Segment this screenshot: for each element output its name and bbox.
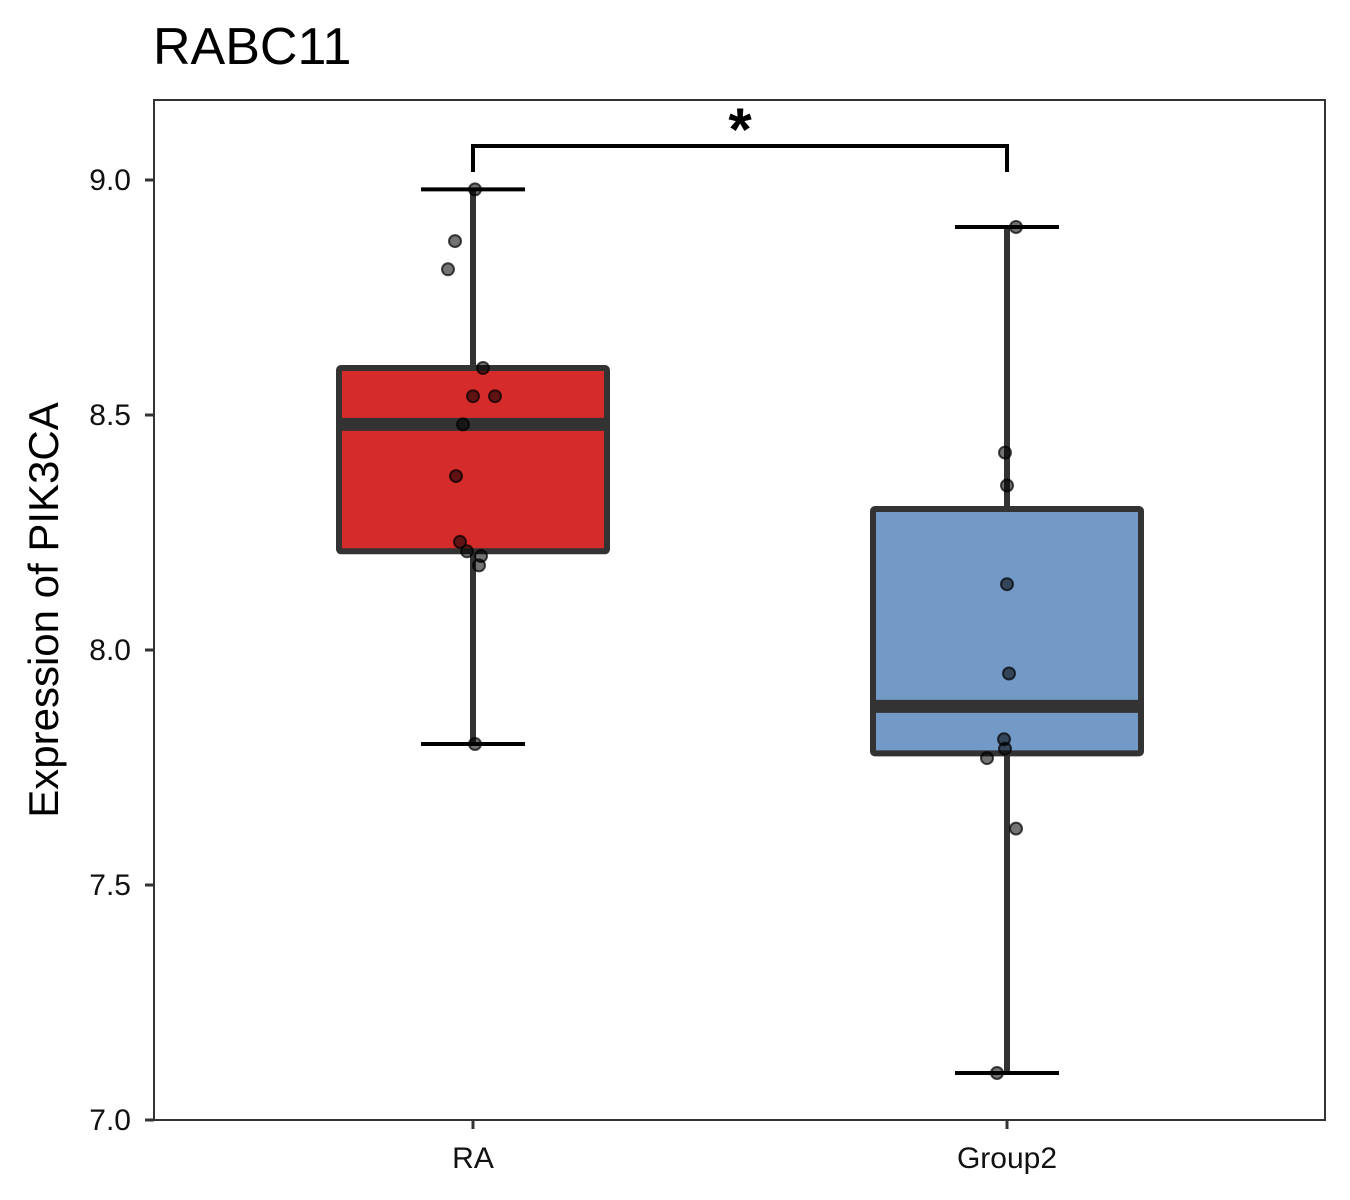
data-point [1002,666,1016,681]
significance-label: * [728,96,752,163]
data-point [998,445,1012,460]
data-point [456,417,470,432]
data-point [468,182,482,197]
y-tick-label: 8.5 [89,399,131,432]
y-tick-label: 7.0 [89,1104,131,1137]
data-point [460,544,474,559]
data-point [488,389,502,404]
y-axis: 7.0 7.5 8.0 8.5 9.0 [89,164,154,1137]
data-point [441,262,455,277]
data-point [468,737,482,751]
y-tick-label: 7.5 [89,869,131,902]
box-group2 [870,225,1144,1075]
plot-panel [153,99,1326,1121]
data-point [466,389,480,404]
data-point [980,751,994,766]
boxes-layer [336,187,1144,1075]
data-point [476,361,490,375]
data-point [453,534,467,549]
x-axis: RA Group2 [452,1120,1057,1175]
y-tick-label: 9.0 [89,164,131,197]
bracket-line [471,144,1009,172]
data-point [449,469,463,484]
y-tick-label: 8.0 [89,634,131,667]
x-tick-label: RA [452,1142,494,1175]
data-point [990,1066,1004,1080]
data-point [448,234,462,249]
data-point [1000,577,1014,592]
chart-title: RABC11 [153,18,351,76]
box-ra [336,187,610,746]
data-point [472,558,486,573]
data-point [1009,821,1023,836]
data-point [1000,478,1014,493]
points-layer [441,182,1023,1080]
y-axis-title: Expression of PIK3CA [20,402,67,818]
data-point [1009,220,1023,234]
x-tick-label: Group2 [957,1142,1057,1175]
significance-bracket: * [471,96,1009,172]
data-point [998,741,1012,756]
box-iqr [870,506,1144,757]
